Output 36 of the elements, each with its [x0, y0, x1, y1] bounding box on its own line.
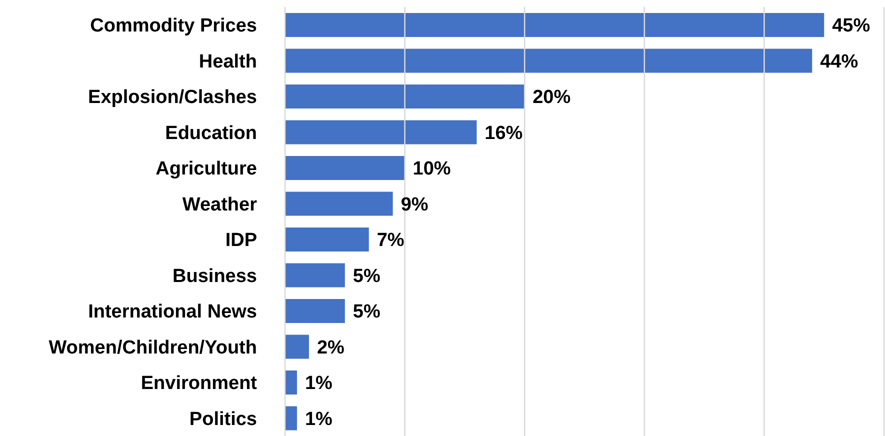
data-label: 10%: [412, 158, 451, 180]
y-tick-label: IDP: [225, 230, 258, 252]
bar: [285, 13, 824, 37]
bar: [285, 263, 345, 288]
y-tick-label: Education: [165, 122, 257, 144]
bar: [285, 192, 393, 216]
bar: [285, 299, 345, 323]
data-label: 45%: [832, 16, 870, 37]
data-label: 9%: [400, 194, 428, 216]
bar: [285, 156, 405, 180]
bar: [285, 228, 369, 252]
y-tick-label: Agriculture: [156, 158, 257, 180]
bar: [285, 84, 525, 108]
data-label: 7%: [376, 230, 404, 252]
data-label: 1%: [304, 408, 333, 430]
data-label: 5%: [352, 266, 380, 287]
data-label: 44%: [820, 51, 858, 72]
data-label: 16%: [484, 122, 523, 144]
data-label: 5%: [352, 302, 380, 323]
bar: [285, 48, 812, 73]
bar: [285, 120, 477, 144]
y-tick-label: Commodity Prices: [90, 16, 257, 37]
data-label: 2%: [316, 337, 345, 358]
y-tick-label: Health: [198, 51, 257, 72]
data-label: 20%: [532, 87, 571, 108]
y-tick-label: Explosion/Clashes: [88, 87, 257, 108]
y-tick-label: International News: [88, 302, 257, 323]
y-tick-label: Weather: [182, 194, 258, 216]
bar: [285, 406, 297, 430]
y-tick-label: Environment: [140, 373, 258, 394]
bar: [285, 334, 309, 359]
data-label: 1%: [304, 373, 333, 394]
y-tick-label: Business: [172, 266, 257, 287]
y-tick-label: Women/Children/Youth: [48, 337, 257, 358]
bar: [285, 370, 297, 394]
y-tick-label: Politics: [189, 408, 257, 430]
